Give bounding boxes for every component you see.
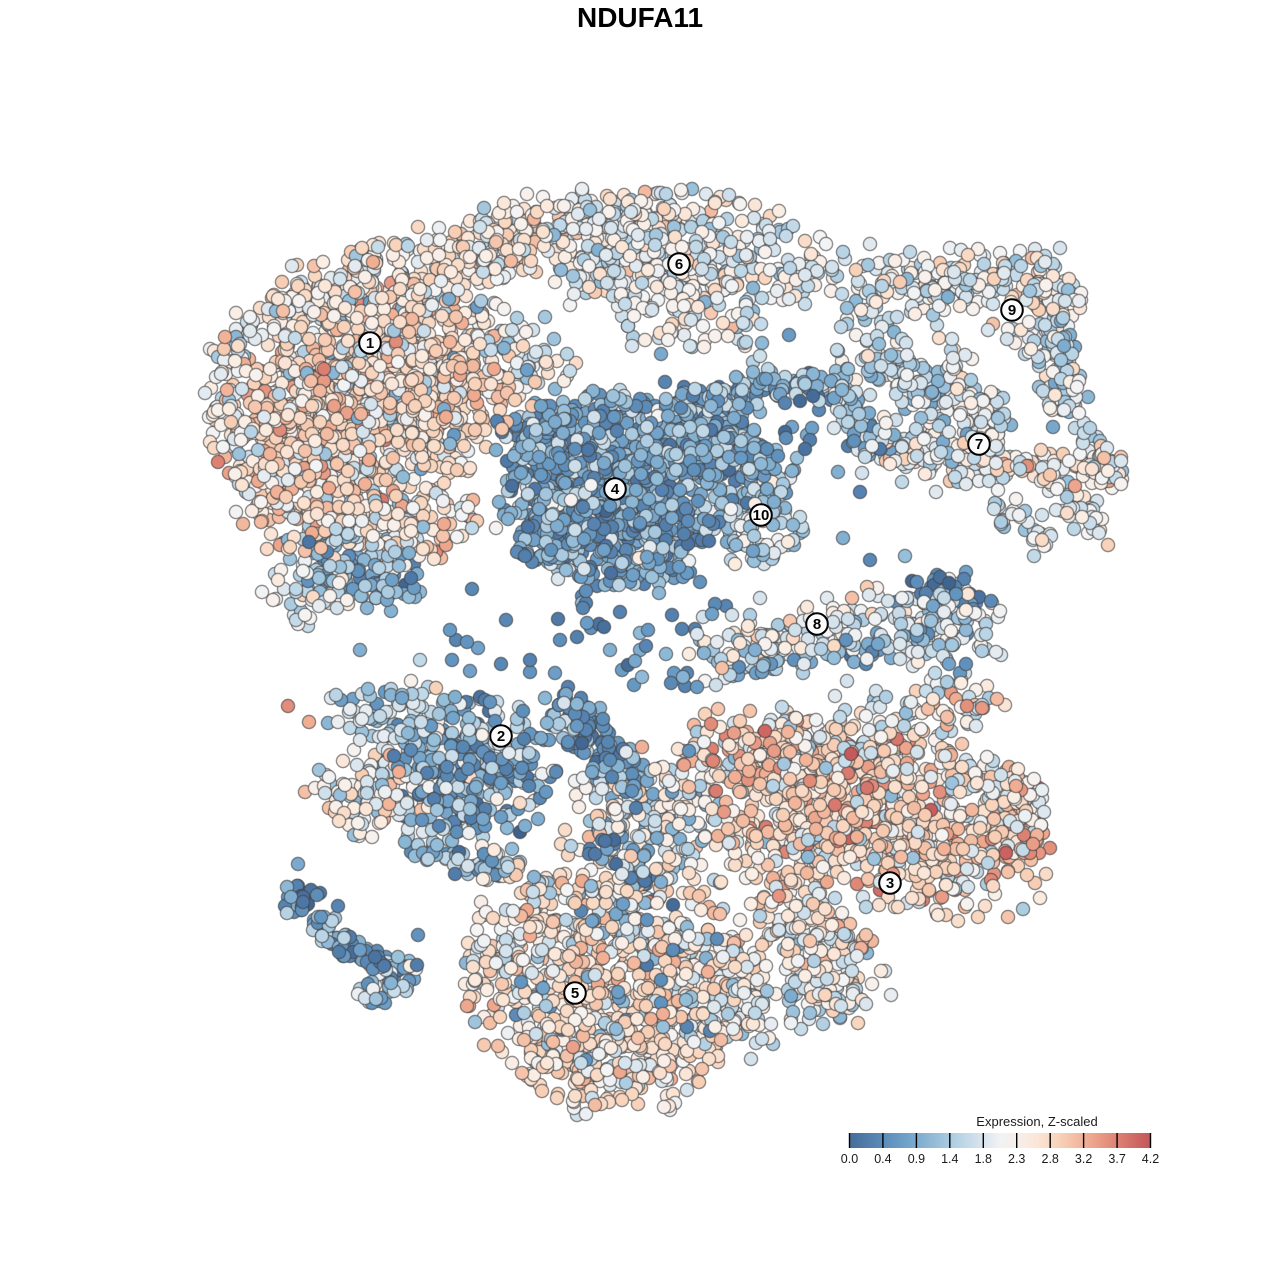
svg-text:NDUFA11: NDUFA11 <box>577 2 703 33</box>
